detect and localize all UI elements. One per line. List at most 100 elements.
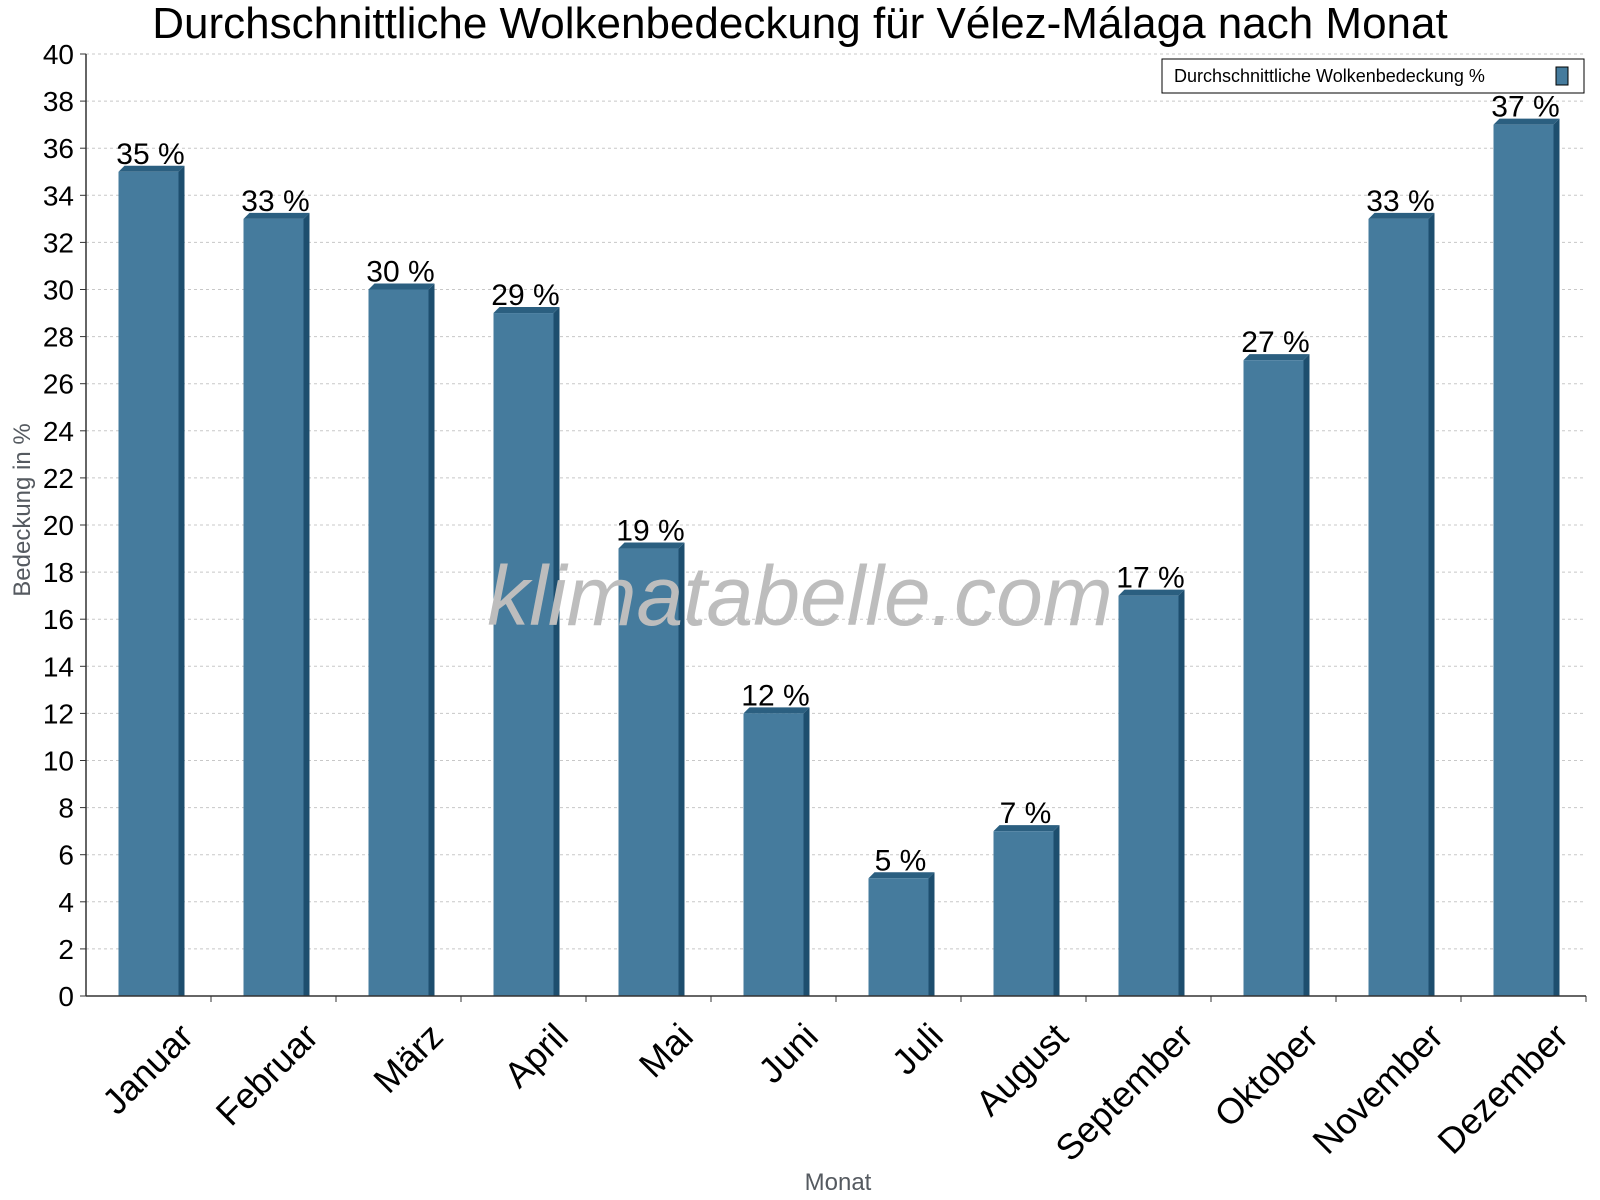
- y-tick-label: 2: [58, 934, 74, 965]
- x-tick-label-juni: Juni: [750, 1015, 826, 1091]
- data-label-oktober: 27 %: [1241, 326, 1309, 359]
- bar-dezember: [1493, 118, 1560, 996]
- legend: Durchschnittliche Wolkenbedeckung %: [1161, 58, 1585, 94]
- bar-märz: [368, 283, 435, 996]
- chart-title: Durchschnittliche Wolkenbedeckung für Vé…: [152, 0, 1447, 48]
- y-tick-label: 0: [58, 981, 74, 1012]
- y-tick-label: 4: [58, 887, 74, 918]
- data-label-august: 7 %: [1000, 797, 1052, 830]
- bar-side: [803, 707, 810, 996]
- y-tick-label: 12: [43, 698, 74, 729]
- bar-face: [243, 218, 304, 997]
- bar-face: [618, 548, 679, 996]
- bar-side: [678, 542, 685, 996]
- x-tick-label-februar: Februar: [208, 1015, 326, 1133]
- bar-mai: [618, 542, 685, 996]
- watermark: klimatabelle.com: [487, 549, 1113, 643]
- y-tick-label: 40: [43, 39, 74, 70]
- bar-top: [1368, 212, 1435, 219]
- y-tick-label: 14: [43, 651, 74, 682]
- bar-face: [1118, 595, 1179, 996]
- bar-januar: [118, 165, 185, 996]
- y-tick-label: 8: [58, 793, 74, 824]
- bar-side: [553, 307, 560, 996]
- bar-top: [618, 542, 685, 549]
- x-tick-label-oktober: Oktober: [1206, 1015, 1326, 1135]
- data-label-juni: 12 %: [741, 679, 809, 712]
- y-tick-label: 34: [43, 180, 74, 211]
- bar-september: [1118, 589, 1185, 996]
- data-label-märz: 30 %: [366, 256, 434, 289]
- bar-face: [1368, 218, 1429, 997]
- bar-top: [743, 707, 810, 714]
- data-label-november: 33 %: [1366, 185, 1434, 218]
- data-label-februar: 33 %: [241, 185, 309, 218]
- bar-juli: [868, 872, 935, 996]
- bar-top: [118, 165, 185, 172]
- bar-face: [743, 713, 804, 996]
- bar-face: [1243, 360, 1304, 996]
- bar-top: [1118, 589, 1185, 596]
- bar-side: [428, 283, 435, 996]
- x-tick-label-august: August: [968, 1015, 1076, 1123]
- bar-top: [368, 283, 435, 290]
- data-label-juli: 5 %: [875, 844, 927, 877]
- y-tick-label: 18: [43, 557, 74, 588]
- bar-face: [493, 313, 554, 996]
- legend-swatch: [1555, 66, 1569, 86]
- bar-face: [868, 878, 929, 996]
- x-axis-label: Monat: [805, 1169, 872, 1196]
- data-label-januar: 35 %: [116, 138, 184, 171]
- bar-top: [243, 212, 310, 219]
- y-tick-label: 38: [43, 86, 74, 117]
- bar-februar: [243, 212, 310, 997]
- grid-lines: [86, 53, 1586, 950]
- bar-face: [1493, 124, 1554, 996]
- bar-face: [368, 289, 429, 996]
- bar-face: [118, 171, 179, 996]
- x-tick-label-april: April: [496, 1015, 576, 1095]
- x-tick-label-november: November: [1304, 1015, 1450, 1161]
- bar-side: [1553, 118, 1560, 996]
- bar-side: [178, 165, 185, 996]
- bar-side: [928, 872, 935, 996]
- data-label-dezember: 37 %: [1491, 91, 1559, 124]
- y-tick-label: 36: [43, 133, 74, 164]
- y-tick-label: 16: [43, 604, 74, 635]
- y-tick-label: 26: [43, 369, 74, 400]
- y-tick-label: 28: [43, 322, 74, 353]
- data-label-mai: 19 %: [616, 515, 684, 548]
- x-tick-labels: Januar Februar März April Mai Juni Juli AugustS…: [94, 1015, 1576, 1169]
- y-tick-label: 24: [43, 416, 74, 447]
- y-tick-label: 30: [43, 275, 74, 306]
- x-tick-label-mai: Mai: [631, 1015, 701, 1085]
- bar-top: [993, 825, 1060, 832]
- bar-top: [1243, 354, 1310, 361]
- y-axis-label: Bedeckung in %: [9, 423, 36, 596]
- bar-august: [993, 825, 1060, 996]
- bar-side: [1303, 354, 1310, 996]
- x-tick-label-juli: Juli: [884, 1015, 951, 1082]
- x-tick-label-dezember: Dezember: [1429, 1015, 1575, 1161]
- legend-label: Durchschnittliche Wolkenbedeckung %: [1174, 66, 1485, 86]
- bar-side: [1053, 825, 1060, 996]
- bar-april: [493, 307, 560, 996]
- bar-side: [1428, 212, 1435, 997]
- y-tick-label: 22: [43, 463, 74, 494]
- x-tick-label-september: September: [1047, 1015, 1201, 1169]
- bar-top: [868, 872, 935, 879]
- x-tick-label-märz: März: [365, 1015, 451, 1101]
- bar-top: [493, 307, 560, 314]
- y-tick-label: 32: [43, 227, 74, 258]
- bar-face: [993, 831, 1054, 996]
- data-label-april: 29 %: [491, 279, 559, 312]
- y-tick-label: 6: [58, 840, 74, 871]
- bar-side: [1178, 589, 1185, 996]
- y-tick-label: 10: [43, 746, 74, 777]
- bars: [118, 118, 1560, 997]
- data-labels: 35 % 33 % 30 % 29 % 19 % 12 % 5 % 7 % 17 % 27 % 33…: [116, 91, 1559, 878]
- bar-juni: [743, 707, 810, 996]
- y-tick-label: 20: [43, 510, 74, 541]
